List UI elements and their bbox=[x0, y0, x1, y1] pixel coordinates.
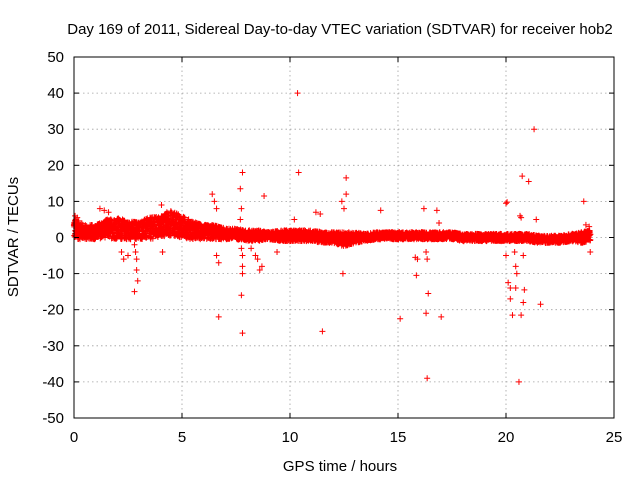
y-tick-label: -20 bbox=[42, 302, 64, 319]
y-axis-label: SDTVAR / TECUs bbox=[5, 177, 22, 297]
y-tick-label: 40 bbox=[47, 85, 64, 102]
chart-title: Day 169 of 2011, Sidereal Day-to-day VTE… bbox=[67, 21, 613, 38]
data-points bbox=[70, 90, 594, 385]
y-tick-label: -10 bbox=[42, 266, 64, 283]
y-tick-label: 0 bbox=[56, 230, 64, 247]
y-tick-label: 50 bbox=[47, 49, 64, 66]
x-axis-label: GPS time / hours bbox=[283, 458, 397, 475]
y-tick-label: 20 bbox=[47, 157, 64, 174]
y-tick-label: 10 bbox=[47, 193, 64, 210]
x-tick-label: 20 bbox=[498, 429, 515, 446]
x-tick-label: 10 bbox=[282, 429, 299, 446]
y-tick-label: -50 bbox=[42, 410, 64, 427]
data-point bbox=[149, 235, 156, 242]
x-tick-label: 0 bbox=[70, 429, 78, 446]
y-tick-label: 30 bbox=[47, 121, 64, 138]
x-tick-label: 25 bbox=[606, 429, 623, 446]
y-tick-label: -30 bbox=[42, 338, 64, 355]
y-tick-label: -40 bbox=[42, 374, 64, 391]
x-tick-label: 15 bbox=[390, 429, 407, 446]
x-tick-label: 5 bbox=[178, 429, 186, 446]
